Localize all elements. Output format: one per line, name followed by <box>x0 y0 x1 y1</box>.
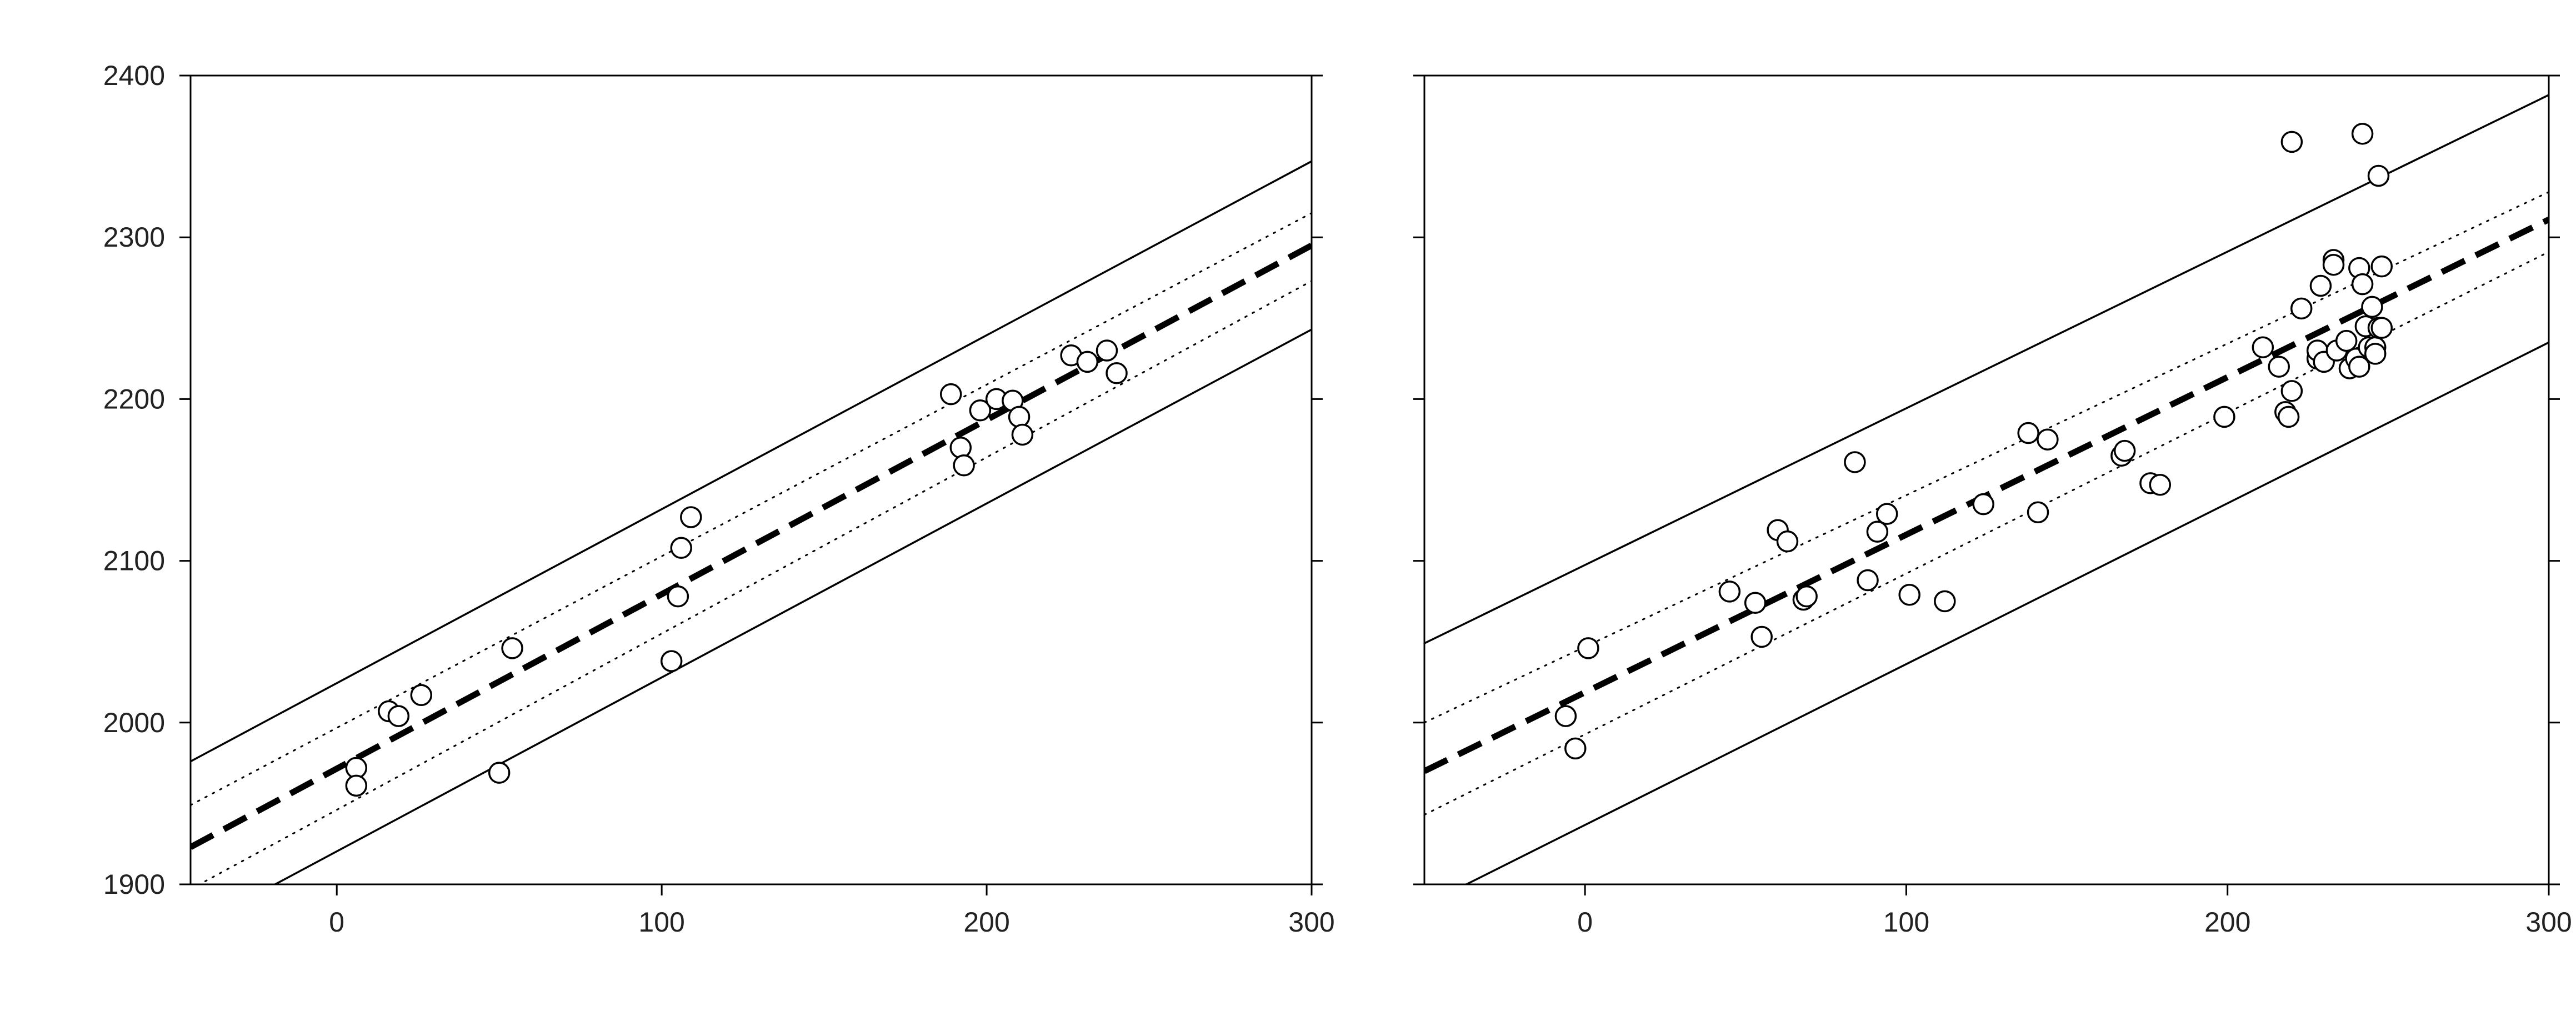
data-point <box>2290 297 2313 320</box>
data-point <box>969 399 992 422</box>
y-tick-label: 2100 <box>103 545 165 577</box>
data-point <box>1011 423 1034 446</box>
x-tick-label: 0 <box>1577 907 1593 938</box>
regression-lines <box>191 160 1312 884</box>
data-point <box>1554 705 1577 727</box>
data-point <box>939 383 962 406</box>
x-tick-label: 300 <box>2525 907 2572 938</box>
data-point <box>1866 520 1889 543</box>
data-point <box>670 537 692 559</box>
data-point <box>1776 530 1799 553</box>
regression-fit-line <box>191 242 1312 850</box>
panel-a: 1900 2000 2100 2200 2300 2400 0 100 200 300 <box>103 60 1335 938</box>
data-point <box>488 762 511 784</box>
data-point <box>953 454 975 477</box>
data-point <box>1857 569 1879 592</box>
y-tick-label: 2400 <box>103 60 165 91</box>
data-point <box>1795 585 1818 608</box>
data-point <box>1934 590 1956 613</box>
data-point <box>501 637 523 659</box>
data-point <box>1076 351 1099 373</box>
data-point <box>2351 273 2374 296</box>
data-point <box>2149 473 2172 496</box>
data-point <box>345 774 368 797</box>
data-point <box>660 650 683 672</box>
data-point <box>2252 336 2274 358</box>
data-point <box>1844 451 1866 473</box>
plot-frame <box>1423 74 2550 885</box>
x-tick-label: 100 <box>638 907 684 938</box>
data-point <box>2364 343 2387 365</box>
y-tick-label: 2000 <box>103 707 165 738</box>
data-point <box>1898 584 1920 606</box>
data-point <box>1875 503 1898 525</box>
data-point <box>1008 406 1031 428</box>
prediction-band-lower <box>273 328 1312 884</box>
data-point <box>410 684 433 707</box>
data-point <box>2348 356 2370 378</box>
data-point <box>2367 164 2390 187</box>
data-point <box>1096 339 1118 362</box>
data-point <box>2351 123 2374 145</box>
data-point <box>1972 493 1994 515</box>
prediction-band-upper <box>191 160 1312 763</box>
data-point <box>2268 356 2290 378</box>
prediction-band-lower <box>1464 341 2549 884</box>
data-point <box>2113 439 2136 462</box>
confidence-band-lower <box>1424 251 2549 816</box>
data-point <box>1744 592 1767 614</box>
data-point <box>2213 406 2235 428</box>
y-tick-label: 1900 <box>103 869 165 900</box>
data-points <box>345 339 1128 797</box>
x-tick-label: 200 <box>963 907 1009 938</box>
confidence-band-lower <box>197 280 1312 884</box>
prediction-band-upper <box>1424 94 2549 644</box>
x-tick-label: 200 <box>2204 907 2250 938</box>
y-tick-label: 2200 <box>103 383 165 414</box>
data-point <box>1106 362 1128 384</box>
data-point <box>1718 580 1741 603</box>
data-point <box>2361 296 2383 318</box>
data-point <box>2322 253 2345 276</box>
data-point <box>667 585 689 608</box>
data-points <box>1554 123 2393 760</box>
data-point <box>2027 501 2049 523</box>
x-tick-label: 300 <box>1288 907 1334 938</box>
y-tick-label: 2300 <box>103 222 165 253</box>
panel-b: 0 100 200 300 <box>1413 74 2572 938</box>
data-point <box>2037 428 2059 451</box>
data-point <box>2370 317 2393 339</box>
data-point <box>949 437 972 459</box>
data-point <box>1577 637 1599 659</box>
data-point <box>2280 131 2303 153</box>
plot-frame <box>189 74 1313 885</box>
x-tick-label: 0 <box>329 907 344 938</box>
confidence-band-upper <box>191 212 1312 806</box>
data-point <box>2309 274 2332 297</box>
data-point <box>2370 255 2393 278</box>
data-point <box>1564 737 1587 760</box>
data-point <box>2335 329 2358 352</box>
x-tick-label: 100 <box>1883 907 1929 938</box>
data-point <box>1750 625 1773 648</box>
data-point <box>2277 406 2300 428</box>
data-point <box>2017 422 2039 444</box>
data-point <box>387 705 410 727</box>
data-point <box>680 506 702 528</box>
data-point <box>2280 380 2303 402</box>
